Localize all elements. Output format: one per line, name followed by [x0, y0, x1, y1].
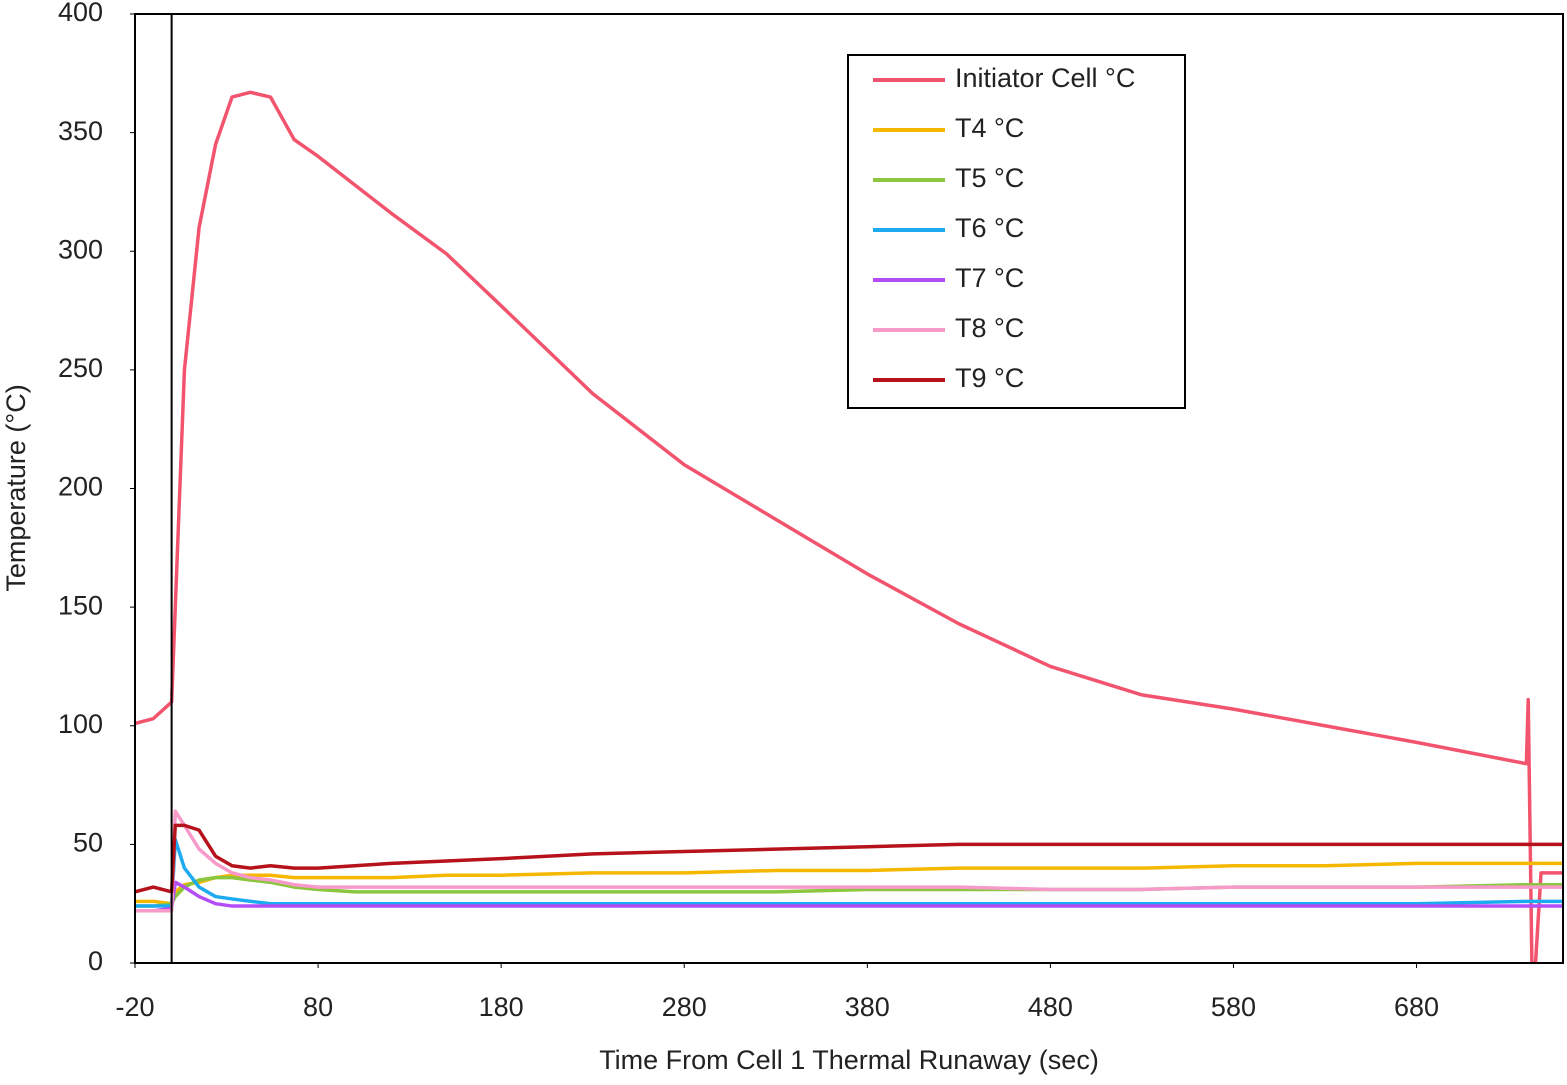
y-tick-label: 50 [73, 828, 103, 858]
plot-frame [134, 13, 1564, 964]
y-tick-label: 400 [58, 0, 103, 27]
legend-label: T6 °C [955, 213, 1024, 243]
y-axis-title: Temperature (°C) [1, 384, 31, 591]
x-tick-label: 380 [845, 992, 890, 1022]
legend-label: T7 °C [955, 263, 1024, 293]
legend-label: Initiator Cell °C [955, 63, 1135, 93]
series-line [135, 823, 1563, 894]
x-tick-label: 180 [479, 992, 524, 1022]
y-tick-label: 350 [58, 116, 103, 146]
x-tick-label: 480 [1028, 992, 1073, 1022]
series-line [135, 837, 1563, 908]
y-tick-label: 0 [88, 946, 103, 976]
y-tick-label: 300 [58, 234, 103, 264]
legend-label: T9 °C [955, 363, 1024, 393]
legend-label: T4 °C [955, 113, 1024, 143]
series-line [135, 861, 1563, 906]
y-tick-label: 100 [58, 709, 103, 739]
x-tick-label: 680 [1394, 992, 1439, 1022]
series-line [135, 880, 1563, 913]
series-line [135, 90, 1563, 963]
x-tick-label: -20 [115, 992, 154, 1022]
series-line [135, 809, 1563, 913]
legend-label: T5 °C [955, 163, 1024, 193]
y-tick-label: 250 [58, 353, 103, 383]
x-axis-title: Time From Cell 1 Thermal Runaway (sec) [599, 1045, 1099, 1075]
x-tick-label: 280 [662, 992, 707, 1022]
y-tick-label: 200 [58, 472, 103, 502]
legend-label: T8 °C [955, 313, 1024, 343]
x-tick-label: 580 [1211, 992, 1256, 1022]
series-line [135, 875, 1563, 908]
plot [135, 90, 1563, 963]
y-tick-label: 150 [58, 590, 103, 620]
x-tick-label: 80 [303, 992, 333, 1022]
